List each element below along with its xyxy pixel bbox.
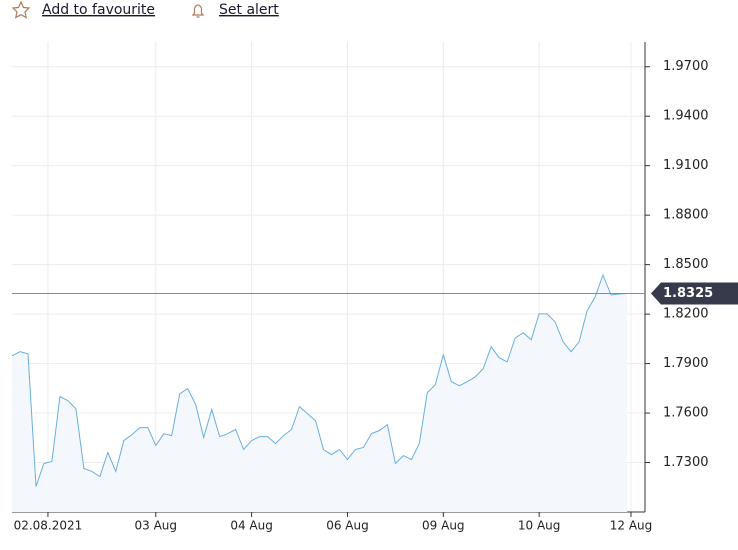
price-line <box>11 273 628 487</box>
y-tick-label: 1.7900 <box>663 356 709 371</box>
y-tick-label: 1.9400 <box>663 109 709 124</box>
star-icon <box>11 0 31 19</box>
x-tick-label: 06 Aug <box>326 519 369 533</box>
y-tick-label: 1.8200 <box>663 307 709 322</box>
y-tick-label: 1.7600 <box>663 406 709 421</box>
alert-button[interactable]: Set alert <box>191 2 279 18</box>
plot: 1.9700 1.9400 1.9100 1.8800 1.8500 1.8200 1.79… <box>11 42 738 533</box>
x-tick-label: 04 Aug <box>230 519 273 533</box>
favourite-text[interactable]: Add to favourite <box>42 2 155 18</box>
current-price-label: 1.8325 <box>663 286 713 301</box>
x-tick-label: 10 Aug <box>518 519 561 533</box>
favourite-button[interactable]: Add to favourite <box>11 0 155 19</box>
alert-text[interactable]: Set alert <box>219 2 279 18</box>
y-tick-label: 1.9700 <box>663 59 709 74</box>
x-tick-label: 09 Aug <box>422 519 465 533</box>
y-tick-label: 1.8800 <box>663 208 709 223</box>
y-tick-label: 1.8500 <box>663 257 709 272</box>
bell-icon <box>191 4 205 18</box>
x-tick-label: 02.08.2021 <box>14 519 83 533</box>
current-price-badge <box>651 282 738 305</box>
x-tick-label: 03 Aug <box>135 519 178 533</box>
y-tick-label: 1.7300 <box>663 455 709 470</box>
x-tick-label: 12 Aug <box>610 519 653 533</box>
y-tick-label: 1.9100 <box>663 158 709 173</box>
area <box>12 275 627 512</box>
